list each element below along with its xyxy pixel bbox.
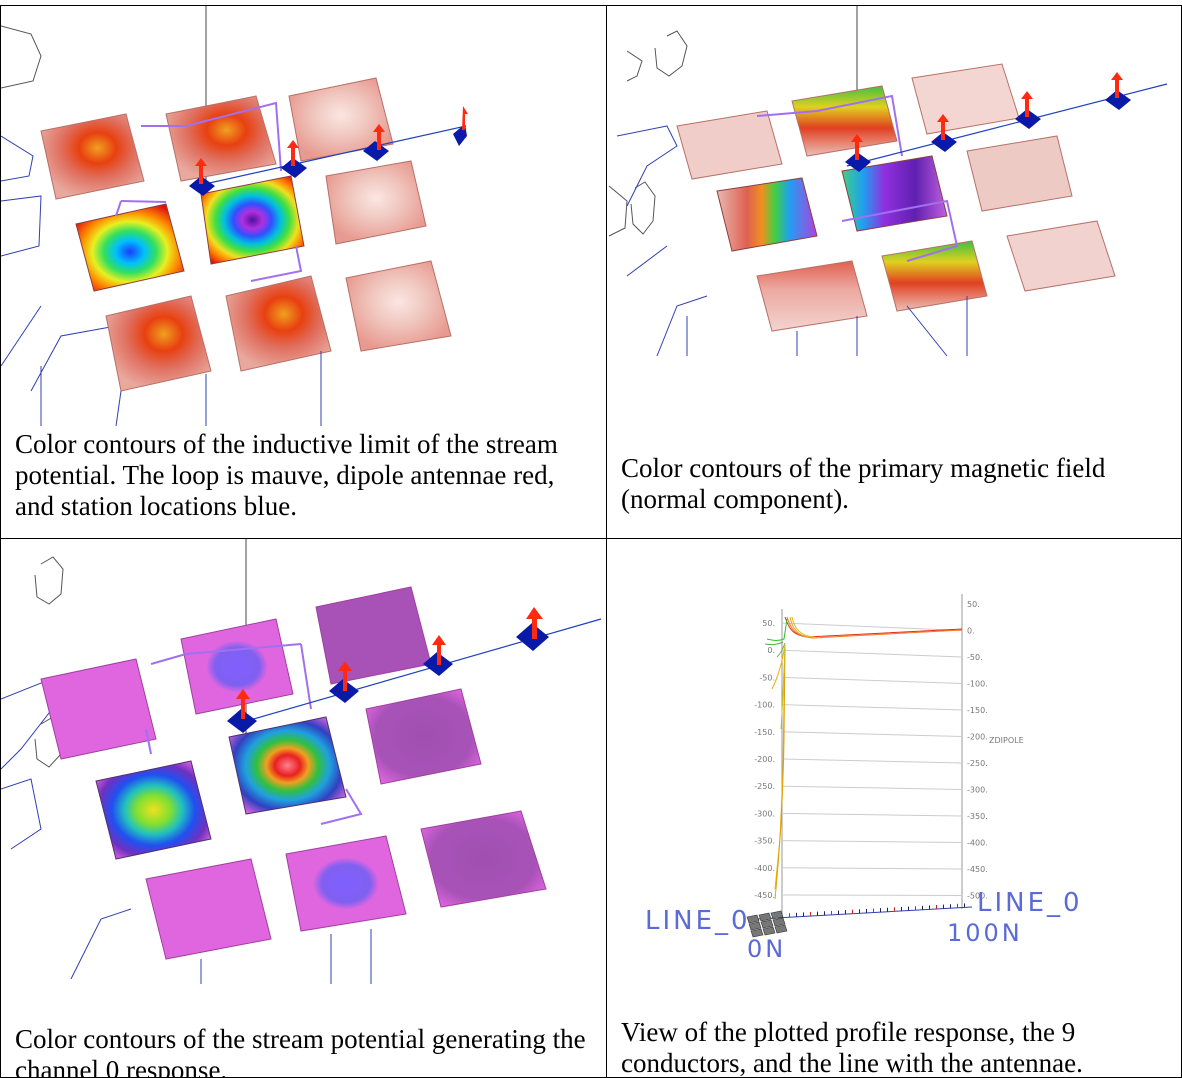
right-tick-label: -200. — [967, 733, 988, 742]
station-marker — [887, 907, 888, 912]
gridline — [781, 812, 963, 817]
station-marker — [852, 909, 853, 914]
caption: Color contours of the stream potential g… — [15, 1024, 586, 1078]
gridline — [781, 867, 963, 870]
caption: Color contours of the primary magnetic f… — [621, 453, 1106, 514]
right-tick-label: -500. — [967, 892, 988, 901]
station-marker — [894, 907, 895, 912]
right-tick-label: 0. — [967, 627, 975, 636]
left-tick-label: -350. — [754, 837, 775, 846]
gridline — [781, 704, 963, 711]
caption: View of the plotted profile response, th… — [621, 1017, 1083, 1078]
station-marker — [922, 905, 923, 910]
panel-profile-response: 50. 0. -50. -100. -150. -200. -250. -300. -350. -… — [607, 539, 1182, 1078]
station-marker — [929, 905, 930, 910]
station-marker — [803, 912, 804, 917]
station-marker — [845, 910, 846, 915]
station-end-label: 100N — [947, 919, 1023, 947]
station-marker — [817, 911, 818, 916]
station-marker — [789, 913, 790, 918]
line-label-left: LINE_0 — [645, 906, 751, 936]
gridline — [781, 676, 963, 684]
station-marker — [866, 908, 867, 913]
station-marker — [838, 910, 839, 915]
left-tick-label: -450. — [754, 891, 775, 900]
gridline — [781, 758, 963, 764]
caption: Color contours of the inductive limit of… — [15, 429, 558, 521]
left-tick-label: -100. — [754, 701, 775, 710]
station-marker — [943, 904, 944, 909]
station-marker — [957, 903, 958, 908]
left-tick-label: 0. — [767, 646, 775, 655]
gridline — [781, 894, 963, 896]
profile-plot: 50. 0. -50. -100. -150. -200. -250. -300. -350. -… — [645, 594, 1083, 963]
station-marker — [880, 908, 881, 913]
station-marker — [950, 904, 951, 909]
right-tick-label: -100. — [967, 680, 988, 689]
left-tick-label: -400. — [754, 864, 775, 873]
gridline — [781, 785, 963, 790]
station-marker — [915, 906, 916, 911]
gridline — [781, 649, 963, 658]
line-label-right: LINE_0 — [977, 888, 1083, 918]
station-marker — [873, 908, 874, 913]
station-marker — [796, 912, 797, 917]
right-tick-label: -450. — [967, 865, 988, 874]
gridline — [781, 622, 963, 631]
station-marker — [936, 905, 937, 910]
station-marker — [901, 906, 902, 911]
channel-label: ZDIPOLE — [989, 736, 1024, 745]
station-marker — [859, 909, 860, 914]
station-marker — [810, 912, 811, 917]
right-tick-label: -300. — [967, 786, 988, 795]
right-tick-label: -150. — [967, 706, 988, 715]
left-tick-label: -250. — [754, 782, 775, 791]
right-tick-label: -350. — [967, 812, 988, 821]
gridline — [781, 731, 963, 737]
channel-0-image — [1, 539, 602, 984]
station-marker — [908, 906, 909, 911]
panel-channel-0-stream-potential: Color contours of the stream potential g… — [1, 539, 607, 1078]
panel-primary-magnetic-field: Color contours of the primary magnetic f… — [607, 6, 1182, 539]
station-start-label: 0N — [747, 935, 786, 963]
station-marker — [824, 911, 825, 916]
inductive-limit-image — [1, 6, 468, 426]
station-marker — [831, 910, 832, 915]
left-tick-label: 50. — [762, 619, 775, 628]
right-tick-label: -250. — [967, 759, 988, 768]
right-tick-label: 50. — [967, 600, 980, 609]
station-marker — [964, 903, 965, 908]
right-tick-label: -400. — [967, 839, 988, 848]
panel-inductive-limit: Color contours of the inductive limit of… — [1, 6, 607, 539]
primary-field-image — [608, 6, 1168, 357]
right-tick-label: -50. — [967, 653, 983, 662]
left-tick-label: -150. — [754, 728, 775, 737]
gridline — [781, 840, 963, 843]
left-tick-label: -300. — [754, 809, 775, 818]
left-tick-label: -200. — [754, 755, 775, 764]
left-tick-label: -50. — [759, 673, 775, 682]
figure-table: Color contours of the inductive limit of… — [0, 5, 1182, 1078]
